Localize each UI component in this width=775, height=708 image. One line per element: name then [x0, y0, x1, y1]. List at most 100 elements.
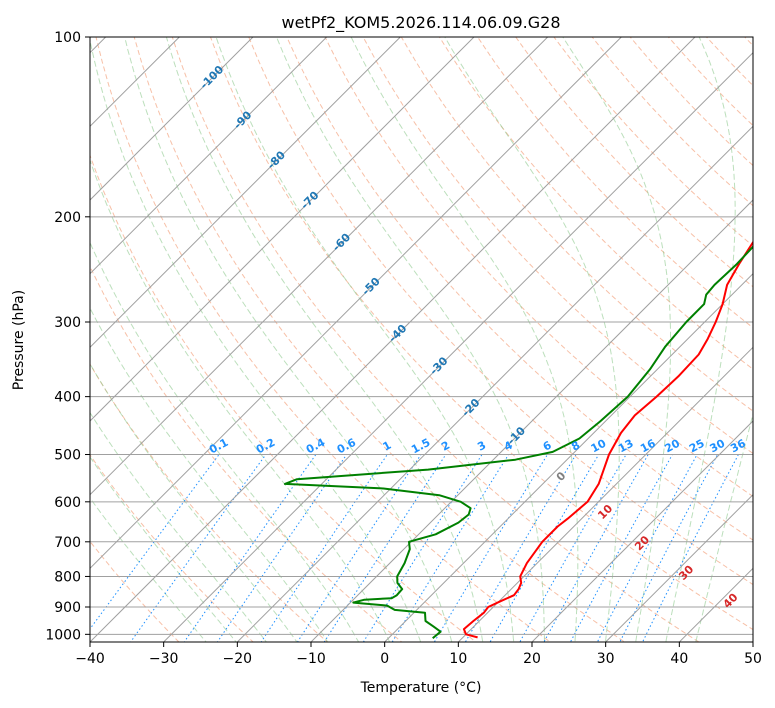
y-axis-label: Pressure (hPa) — [11, 290, 27, 390]
dry-adiabat-line — [553, 37, 753, 247]
dry-adiabat-line — [248, 37, 753, 586]
isotherm-line — [310, 199, 753, 642]
dry-adiabat-line — [477, 37, 753, 329]
y-tick-label: 900 — [54, 600, 81, 616]
moist-adiabat-line — [215, 37, 515, 642]
chart-title: wetPf2_KOM5.2026.114.06.09.G28 — [281, 13, 560, 33]
mixing-ratio-label: 16 — [638, 437, 658, 456]
dry-adiabat-line — [90, 153, 477, 642]
isotherm-line — [163, 51, 753, 642]
moist-adiabat-line — [665, 37, 736, 642]
mixing-ratio-label: 2 — [439, 439, 452, 454]
isotherm-line — [236, 125, 753, 642]
moist-adiabat-line — [90, 158, 391, 642]
x-tick-label: 10 — [449, 651, 467, 667]
dry-adiabat-line — [90, 453, 254, 642]
dry-adiabat-line — [133, 37, 626, 642]
mixing-ratio-line — [619, 454, 719, 642]
moist-adiabat-line — [562, 37, 672, 642]
isotherm-line — [605, 493, 753, 642]
isotherm-line — [752, 641, 753, 642]
y-tick-label: 400 — [54, 390, 81, 406]
x-ticks: −40 −30 −20 −10 0 10 20 30 40 50 — [75, 642, 762, 667]
x-axis-label: Temperature (°C) — [360, 680, 482, 696]
isotherm-line — [90, 37, 401, 349]
mixing-ratio-label: 0.1 — [207, 436, 230, 457]
x-tick-label: 20 — [523, 651, 541, 667]
mixing-ratio-label: 10 — [589, 437, 609, 456]
x-tick-label: −10 — [296, 651, 326, 667]
mixing-ratio-line — [543, 454, 649, 642]
mixing-ratio-label: 0.6 — [335, 436, 359, 457]
moist-adiabat-line — [165, 37, 484, 642]
y-tick-label: 200 — [54, 210, 81, 226]
data-series — [283, 240, 753, 639]
dry-adiabat-line — [362, 37, 753, 455]
mixing-ratio-label: 36 — [728, 437, 748, 456]
wet-bulb-label: 20 — [632, 533, 652, 553]
x-tick-label: 30 — [597, 651, 615, 667]
isotherm-line — [678, 567, 753, 642]
dry-adiabat-line — [757, 10, 775, 659]
dry-adiabat-line — [744, 37, 753, 47]
y-tick-label: 300 — [54, 315, 81, 331]
dry-adiabat-line — [438, 37, 753, 370]
wet-bulb-label: 40 — [721, 591, 741, 611]
isotherm-line — [90, 37, 254, 201]
grid — [90, 37, 753, 642]
y-tick-label: 700 — [54, 535, 81, 551]
moist-adiabat-line — [90, 362, 298, 642]
dry-adiabat-line — [705, 37, 753, 87]
mixing-ratio-label: 20 — [662, 437, 682, 456]
moist-adiabat-line — [695, 411, 753, 642]
y-tick-label: 100 — [54, 30, 81, 46]
dry-adiabat-line — [400, 37, 753, 412]
x-tick-label: −40 — [75, 651, 105, 667]
dry-adiabat-line — [90, 540, 180, 642]
mixing-ratio-label: 25 — [687, 437, 707, 456]
moist-adiabat-line — [90, 307, 329, 642]
y-tick-label: 600 — [54, 495, 81, 511]
x-tick-label: 0 — [380, 651, 389, 667]
mixing-ratio-label: 3 — [475, 439, 488, 454]
mixing-ratio-label: 30 — [708, 437, 728, 456]
moist-adiabat-line — [90, 497, 207, 642]
wet-bulb-label: 0 — [554, 469, 569, 484]
isotherm-line — [90, 37, 549, 496]
moist-adiabat-line — [276, 37, 545, 642]
x-tick-label: 40 — [670, 651, 688, 667]
isotherm-line — [90, 37, 622, 570]
mixing-ratio-label: 1.5 — [409, 436, 432, 457]
y-tick-label: 1000 — [45, 627, 81, 643]
dry-adiabat-line — [90, 363, 329, 642]
wet-bulb-label: 10 — [595, 502, 615, 522]
isotherm-line — [90, 37, 696, 642]
x-tick-label: 50 — [744, 651, 762, 667]
isotherm-line — [384, 272, 753, 642]
dry-adiabat-line — [209, 37, 753, 631]
dry-adiabat-line — [90, 265, 403, 642]
dry-adiabat-line — [95, 37, 552, 642]
plot-frame — [89, 36, 754, 643]
isotherm-line — [90, 37, 328, 275]
dry-adiabat-line — [171, 37, 700, 642]
mixing-ratio-line — [464, 454, 577, 642]
x-tick-label: −20 — [223, 651, 253, 667]
isotherm-line — [90, 37, 475, 422]
dry-adiabat-line — [324, 37, 753, 498]
isotherm-line — [457, 346, 753, 642]
dry-adiabat-line — [515, 37, 753, 288]
mixing-ratio-label: 0.4 — [304, 436, 328, 457]
isotherm-line — [531, 420, 753, 642]
moist-adiabat-line — [90, 38, 422, 642]
x-tick-label: −30 — [149, 651, 179, 667]
y-ticks: 100 200 300 400 500 600 700 800 900 1000 — [45, 30, 90, 643]
moist-adiabat-line — [90, 456, 237, 642]
mixing-ratio-label: 1 — [381, 439, 394, 454]
wet-bulb-label: 30 — [676, 563, 696, 583]
mixing-ratio-label: 0.2 — [254, 436, 277, 457]
temperature-profile-line — [462, 240, 753, 639]
mixing-ratio-label: 13 — [616, 437, 636, 456]
moist-adiabat-line — [124, 37, 453, 642]
